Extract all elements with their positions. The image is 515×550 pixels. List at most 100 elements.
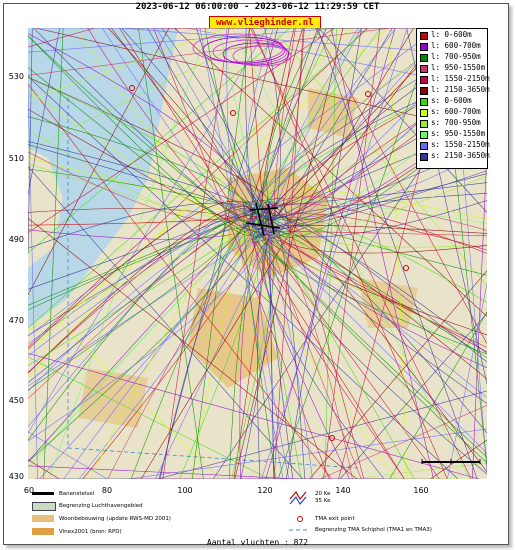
x-tick-label: 140 [335, 486, 351, 495]
flight-track [28, 28, 335, 233]
flight-track [28, 217, 357, 479]
legend-swatch [420, 54, 428, 62]
flight-track [28, 76, 269, 204]
flight-track [258, 207, 415, 479]
legend-swatch [420, 65, 428, 73]
flight-track [28, 28, 388, 352]
legend-label: s: 1550-2150m [431, 140, 490, 149]
legend-label: s: 600-700m [431, 107, 481, 116]
legend-swatch [420, 87, 428, 95]
residential-swatch [32, 515, 54, 522]
flight-track [472, 150, 487, 479]
flight-track [28, 85, 38, 479]
legend-label: l: 600-700m [431, 41, 481, 50]
legend-noise-contours: 20 Ke 35 Ke [288, 489, 408, 509]
legend-label: l: 950-1550m [431, 63, 486, 72]
flight-track [28, 214, 261, 462]
flight-track [28, 108, 259, 233]
flight-track [128, 428, 487, 479]
flight-track [28, 89, 267, 243]
flight-track [271, 28, 443, 205]
flight-track [240, 233, 274, 479]
vinex-swatch [32, 528, 54, 535]
flight-track [319, 405, 487, 479]
flight-track [269, 237, 487, 454]
legend-item: s: 700-950m [417, 117, 487, 128]
flight-track [28, 353, 480, 479]
flight-track [270, 218, 487, 354]
legend-label: l: 700-950m [431, 52, 481, 61]
legend-item: l: 1550-2150m [417, 73, 490, 84]
flight-track [28, 28, 340, 53]
flight-track [317, 28, 478, 479]
flight-track [278, 232, 306, 479]
legend-swatch [420, 32, 428, 40]
flight-track [277, 28, 436, 479]
flight-track [28, 218, 259, 463]
x-tick-label: 80 [101, 486, 113, 495]
flight-track [155, 222, 280, 479]
flight-track [266, 28, 321, 229]
legend-item: s: 600-700m [417, 106, 487, 117]
flight-track [270, 217, 487, 303]
legend-item: l: 2150-3650m [417, 84, 490, 95]
x-tick-label: 100 [177, 486, 193, 495]
flight-track [430, 439, 487, 479]
flight-track [153, 28, 330, 479]
flight-track [28, 28, 96, 48]
flight-track [251, 237, 405, 479]
flight-track [28, 163, 264, 223]
flight-track [315, 28, 487, 344]
flight-track [243, 200, 277, 479]
flight-track [28, 166, 303, 479]
flight-track [257, 199, 487, 224]
x-tick-label: 160 [413, 486, 429, 495]
flight-track [28, 28, 60, 195]
flight-count: Aantal vluchten : 872 [206, 538, 309, 547]
flight-track [102, 28, 256, 226]
flight-track [28, 28, 290, 254]
legend-swatch [420, 98, 428, 106]
map-legend: Banenstelsel Begrenzing Luchthavengebied… [28, 487, 487, 539]
legend-item: s: 0-600m [417, 95, 487, 106]
flight-track [28, 28, 228, 101]
flight-track [330, 28, 434, 479]
flight-track [196, 28, 268, 213]
legend-label: 35 Ke [315, 498, 331, 504]
flight-track [339, 313, 487, 479]
page-title: 2023-06-12 06:00:00 - 2023-06-12 11:29:5… [135, 2, 380, 12]
flight-track [28, 216, 268, 367]
flight-track [268, 187, 487, 220]
flight-track [78, 225, 255, 479]
legend-label: Vinex2001 (bron: RPD) [59, 529, 122, 535]
flight-track [28, 35, 252, 236]
legend-item: l: 0-600m [417, 29, 487, 40]
y-tick-label: 490 [8, 235, 24, 244]
flight-track [276, 211, 364, 479]
flight-track [262, 200, 487, 363]
flight-track [28, 76, 459, 479]
flight-track [130, 223, 250, 479]
flight-track [28, 459, 60, 479]
flight-track [245, 28, 327, 230]
legend-label: TMA exit point [315, 516, 355, 522]
legend-label: Banenstelsel [59, 491, 95, 497]
flight-track [265, 28, 305, 216]
flight-track [28, 28, 274, 151]
flight-track [28, 356, 270, 479]
scale-bar [420, 450, 484, 466]
flight-track [264, 219, 362, 479]
flight-track [272, 28, 487, 287]
legend-item: s: 1550-2150m [417, 139, 490, 150]
flight-track [258, 28, 319, 213]
flight-track [35, 28, 487, 133]
y-tick-label: 530 [8, 72, 24, 81]
flight-track [28, 212, 277, 240]
legend-swatch [420, 43, 428, 51]
tma-exit-icon [297, 516, 303, 522]
flight-track [63, 28, 396, 479]
flight-track [262, 231, 385, 479]
flight-track [250, 28, 303, 206]
flight-track [248, 216, 487, 380]
flight-track [28, 141, 264, 231]
